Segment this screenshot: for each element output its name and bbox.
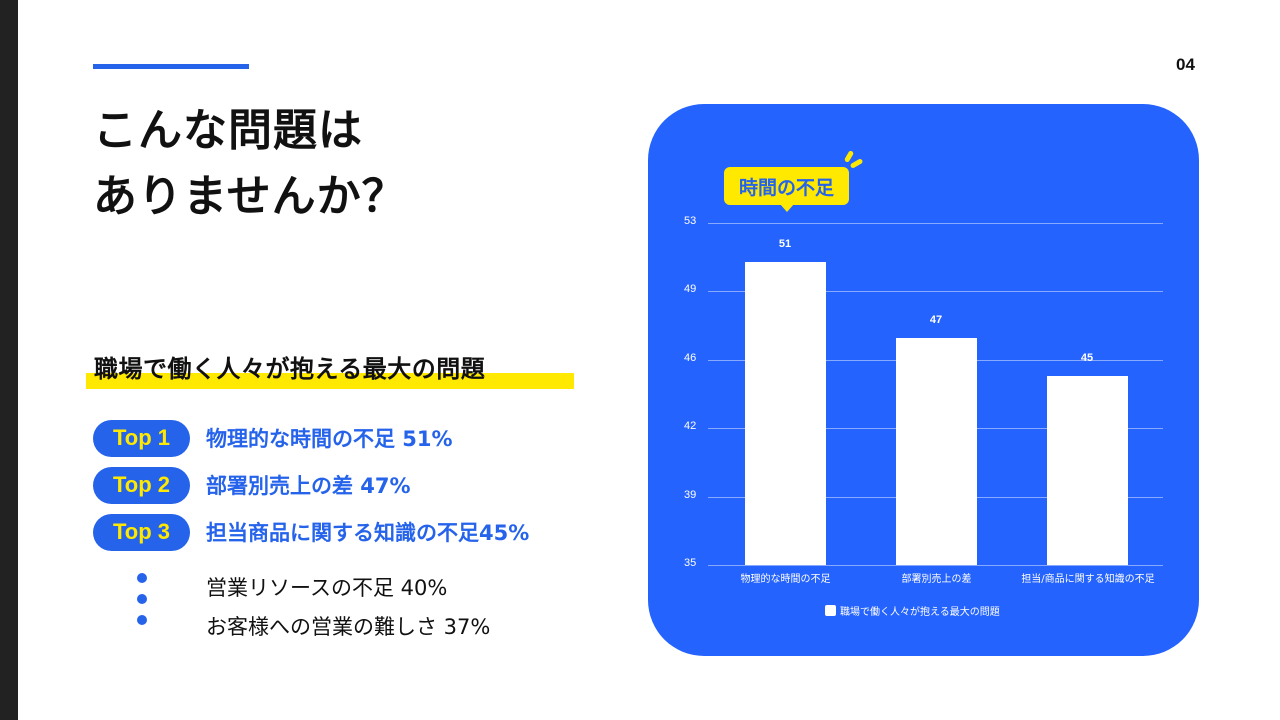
y-tick: 49 [684, 283, 697, 295]
callout-bubble: 時間の不足 [724, 167, 849, 212]
slide-title: こんな問題は ありませんか？ [93, 98, 407, 230]
bar-value-label: 47 [929, 314, 943, 326]
top-item: Top 1 物理的な時間の不足 51% [93, 419, 529, 457]
grid-line [708, 291, 1163, 292]
top-item: Top 3 担当商品に関する知識の不足45% [93, 513, 529, 551]
bar-value-label: 51 [778, 238, 792, 250]
bar [896, 338, 977, 565]
y-tick: 53 [684, 215, 697, 227]
y-tick: 35 [684, 557, 697, 569]
grid-line [708, 223, 1163, 224]
top-item: Top 2 部署別売上の差 47% [93, 466, 529, 504]
y-tick: 39 [684, 489, 697, 501]
accent-line [93, 64, 249, 69]
bullet-list: 営業リソースの不足 40% お客様への営業の難しさ 37% [206, 569, 490, 647]
bullet-dots [137, 573, 147, 636]
bullet-dot-icon [137, 615, 147, 625]
rank-text: 物理的な時間の不足 51% [206, 427, 453, 451]
rank-text: 部署別売上の差 47% [206, 474, 411, 498]
x-axis-label: 部署別売上の差 [901, 574, 972, 585]
top-list: Top 1 物理的な時間の不足 51% Top 2 部署別売上の差 47% To… [93, 419, 529, 560]
bar [745, 262, 826, 565]
title-line-2: ありませんか？ [93, 171, 407, 222]
left-edge-bar [0, 0, 18, 720]
bullet-item: 営業リソースの不足 40% [206, 576, 448, 600]
grid-line [708, 565, 1163, 566]
subheading-highlight [86, 373, 574, 389]
chart-legend: 職場で働く人々が抱える最大の問題 [825, 603, 1000, 618]
x-axis-label: 担当/商品に関する知識の不足 [1021, 574, 1155, 585]
title-line-1: こんな問題は [93, 105, 363, 156]
rank-badge: Top 3 [93, 513, 190, 551]
bar [1047, 376, 1128, 565]
legend-swatch [825, 605, 836, 616]
x-axis-label: 物理的な時間の不足 [740, 574, 831, 585]
page-number: 04 [1176, 55, 1195, 74]
bullet-dot-icon [137, 594, 147, 604]
bullet-item: お客様への営業の難しさ 37% [206, 615, 491, 639]
rank-badge: Top 2 [93, 466, 190, 504]
y-tick: 42 [684, 420, 697, 432]
subheading: 職場で働く人々が抱える最大の問題 [86, 345, 574, 389]
rank-badge: Top 1 [93, 419, 190, 457]
subheading-text: 職場で働く人々が抱える最大の問題 [94, 355, 486, 383]
y-tick: 46 [684, 352, 697, 364]
bar-value-label: 45 [1080, 352, 1094, 364]
rank-text: 担当商品に関する知識の不足45% [206, 521, 530, 545]
legend-label: 職場で働く人々が抱える最大の問題 [840, 607, 1000, 618]
bullet-dot-icon [137, 573, 147, 583]
